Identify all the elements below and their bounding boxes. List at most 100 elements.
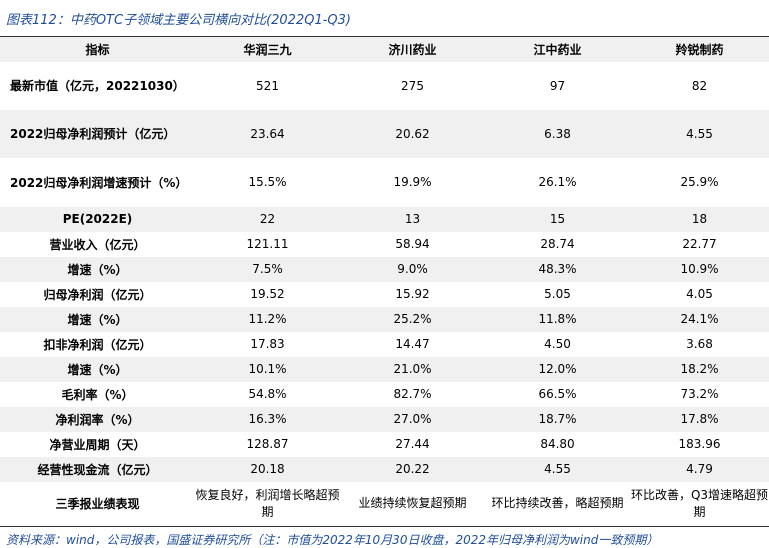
row-label: 营业收入（亿元） [49,237,146,252]
cell: 18.2% [680,362,719,376]
cell: 13 [404,212,421,226]
table-row: 增速（%） 10.1% 21.0% 12.0% 18.2% [0,356,769,382]
cell: 环比改善，Q3增速略超预期 [630,487,769,519]
cell: 20.18 [250,462,285,476]
cell: 17.83 [250,337,285,351]
table-row: 毛利率（%） 54.8% 82.7% 66.5% 73.2% [0,382,769,407]
header-cell: 济川药业 [388,42,437,57]
header-row: 指标 华润三九 济川药业 江中药业 羚锐制药 [0,36,769,62]
table-row: 营业收入（亿元） 121.11 58.94 28.74 22.77 [0,232,769,257]
cell: 11.8% [538,312,577,326]
cell: 73.2% [680,387,719,401]
table-row: 扣非净利润（亿元） 17.83 14.47 4.50 3.68 [0,332,769,357]
cell: 25.2% [393,312,432,326]
row-label: 毛利率（%） [61,387,134,402]
cell: 25.9% [680,175,719,189]
row-label: 2022归母净利润增速预计（%） [10,175,188,190]
cell: 4.55 [544,462,571,476]
cell: 18 [691,212,708,226]
row-label: 最新市值（亿元，20221030） [10,79,185,93]
cell: 15.92 [395,287,430,301]
cell: 11.2% [248,312,287,326]
cell: 15 [549,212,566,226]
row-label: PE(2022E) [62,212,133,226]
cell: 121.11 [246,237,289,251]
cell: 24.1% [680,312,719,326]
source-note: 资料来源：wind，公司报表，国盛证券研究所（注：市值为2022年10月30日收… [6,533,659,547]
cell: 17.8% [680,412,719,426]
cell: 18.7% [538,412,577,426]
cell: 19.52 [250,287,285,301]
cell: 3.68 [686,337,713,351]
cell: 84.80 [540,437,575,451]
cell: 20.62 [395,126,430,141]
cell: 82 [691,78,708,93]
cell: 22 [259,212,276,226]
cell: 14.47 [395,337,430,351]
cell: 48.3% [538,262,577,276]
table-row: PE(2022E) 22 13 15 18 [0,206,769,232]
cell: 5.05 [544,287,571,301]
cell: 66.5% [538,387,577,401]
cell: 23.64 [250,126,285,141]
cell: 15.5% [248,175,287,189]
cell: 183.96 [678,437,721,451]
cell: 128.87 [246,437,289,451]
cell: 10.9% [680,262,719,276]
cell: 9.0% [397,262,428,276]
row-label: 增速（%） [67,312,128,327]
table-row: 净营业周期（天） 128.87 27.44 84.80 183.96 [0,432,769,457]
cell: 26.1% [538,175,577,189]
row-label: 增速（%） [67,262,128,277]
cell: 275 [401,78,424,93]
cell: 21.0% [393,362,432,376]
row-label: 2022归母净利润预计（亿元） [10,127,176,141]
row-label: 扣非净利润（亿元） [43,337,152,352]
cell: 19.9% [393,175,432,189]
cell: 58.94 [395,237,430,251]
cell: 521 [256,78,279,93]
header-cell: 羚锐制药 [675,42,724,57]
cell: 环比持续改善，略超预期 [491,496,624,511]
cell: 54.8% [248,387,287,401]
cell: 10.1% [248,362,287,376]
cell: 业绩持续恢复超预期 [358,496,467,511]
cell: 6.38 [544,126,571,141]
row-label: 三季报业绩表现 [55,497,140,512]
cell: 27.44 [395,437,430,451]
cell: 4.05 [686,287,713,301]
cell: 27.0% [393,412,432,426]
header-cell: 指标 [85,42,110,57]
cell: 97 [549,78,566,93]
row-label: 增速（%） [67,362,128,377]
cell: 4.79 [686,462,713,476]
cell: 20.22 [395,462,430,476]
table-row: 经营性现金流（亿元） 20.18 20.22 4.55 4.79 [0,456,769,482]
table-row: 三季报业绩表现 恢复良好，利润增长略超预期 业绩持续恢复超预期 环比持续改善，略超预期… [0,482,769,527]
table-row: 增速（%） 11.2% 25.2% 11.8% 24.1% [0,306,769,332]
header-cell: 华润三九 [243,42,292,57]
comparison-table: 指标 华润三九 济川药业 江中药业 羚锐制药最新市值（亿元，20221030） 521 27… [0,36,769,527]
table-row: 2022归母净利润增速预计（%） 15.5% 19.9% 26.1% 25.9% [0,158,769,207]
cell: 22.77 [682,237,717,251]
cell: 28.74 [540,237,575,251]
table-row: 增速（%） 7.5% 9.0% 48.3% 10.9% [0,256,769,282]
cell: 7.5% [252,262,283,276]
row-label: 经营性现金流（亿元） [37,462,158,477]
cell: 12.0% [538,362,577,376]
cell: 4.50 [544,337,571,351]
cell: 4.55 [686,126,713,141]
row-label: 归母净利润（亿元） [43,287,152,302]
table-row: 净利润率（%） 16.3% 27.0% 18.7% 17.8% [0,406,769,432]
row-label: 净利润率（%） [55,412,140,427]
table-row: 归母净利润（亿元） 19.52 15.92 5.05 4.05 [0,282,769,307]
cell: 恢复良好，利润增长略超预期 [195,487,340,519]
table-row: 最新市值（亿元，20221030） 521 275 97 82 [0,62,769,110]
row-label: 净营业周期（天） [49,437,146,452]
cell: 16.3% [248,412,287,426]
cell: 82.7% [393,387,432,401]
table-row: 2022归母净利润预计（亿元） 23.64 20.62 6.38 4.55 [0,109,769,158]
header-cell: 江中药业 [533,42,582,57]
figure-title: 图表112：中药OTC子领域主要公司横向对比(2022Q1-Q3) [6,13,351,28]
